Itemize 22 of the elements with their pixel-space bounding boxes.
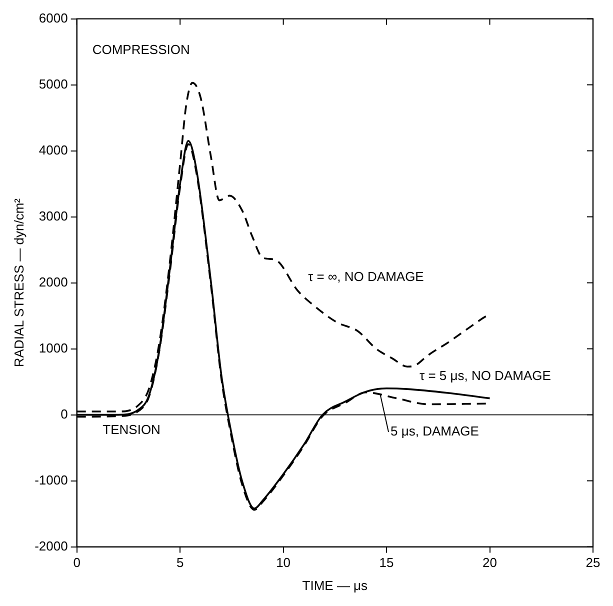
y-tick-label: 3000 bbox=[38, 208, 68, 224]
y-tick-label: -2000 bbox=[34, 538, 68, 554]
y-axis-title: RADIAL STRESS — dyn/cm² bbox=[11, 198, 26, 368]
y-tick-label: 6000 bbox=[38, 10, 68, 26]
x-tick-label: 20 bbox=[482, 555, 498, 570]
y-tick-label: 2000 bbox=[38, 274, 68, 290]
series-label: τ = ∞, NO DAMAGE bbox=[308, 269, 424, 284]
x-tick-label: 15 bbox=[379, 555, 394, 570]
y-tick-label: 5000 bbox=[38, 76, 68, 92]
x-tick-label: 0 bbox=[73, 555, 80, 570]
y-tick-label: 0 bbox=[60, 406, 68, 422]
annotation: TENSION bbox=[102, 422, 160, 438]
x-tick-label: 5 bbox=[176, 555, 184, 570]
y-tick-label: 4000 bbox=[38, 142, 68, 158]
annotation: COMPRESSION bbox=[92, 42, 190, 58]
y-tick-label: 1000 bbox=[38, 340, 68, 356]
x-tick-label: 25 bbox=[586, 555, 600, 570]
series-label: τ = 5 μs, NO DAMAGE bbox=[419, 368, 552, 384]
y-tick-label: -1000 bbox=[34, 472, 68, 488]
x-axis-title: TIME — μs bbox=[302, 578, 368, 593]
series-label: 5 μs, DAMAGE bbox=[390, 424, 480, 439]
x-tick-label: 10 bbox=[276, 555, 291, 570]
